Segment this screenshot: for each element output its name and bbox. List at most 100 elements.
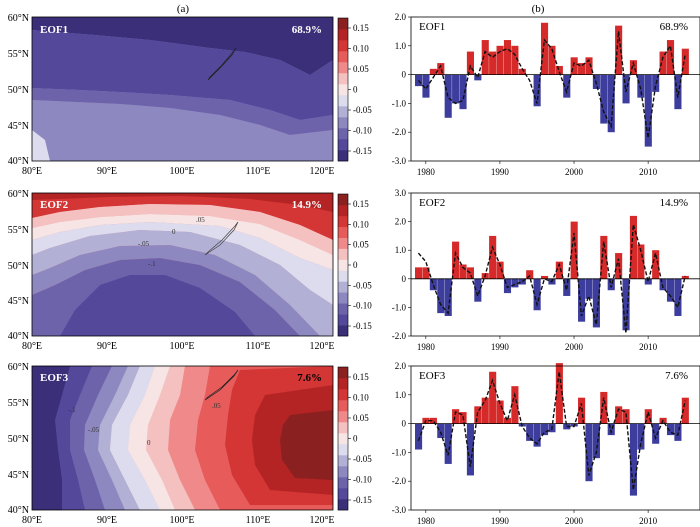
map-eof2-annotation: 14.9% bbox=[292, 199, 322, 211]
colorbar-swatch bbox=[338, 18, 348, 30]
bar bbox=[503, 40, 512, 75]
lat-tick: 45°N bbox=[8, 296, 29, 307]
bar bbox=[563, 74, 571, 98]
series-line bbox=[417, 224, 686, 334]
y-tick-label: -3.0 bbox=[392, 505, 407, 515]
bar bbox=[585, 278, 593, 299]
bar bbox=[452, 74, 460, 104]
bar bbox=[637, 244, 645, 279]
bar bbox=[592, 278, 600, 328]
colorbar-swatch bbox=[338, 281, 348, 293]
map-eof3-title: EOF3 bbox=[40, 372, 69, 384]
colorbar-tick-label: 0.15 bbox=[353, 23, 369, 33]
bar bbox=[481, 40, 489, 75]
bar bbox=[459, 74, 467, 110]
map-eof1-annotation: 68.9% bbox=[292, 24, 322, 36]
map-eof1-lon-ticks: 80°E 90°E 100°E 110°E 120°E bbox=[22, 166, 335, 177]
bar bbox=[429, 417, 437, 424]
bar bbox=[444, 423, 452, 464]
lat-tick: 55°N bbox=[8, 49, 29, 60]
colorbar-swatch bbox=[338, 400, 348, 412]
contour-label: -.05 bbox=[138, 240, 150, 248]
lat-tick: 40°N bbox=[8, 331, 29, 342]
colorbar-swatch bbox=[338, 389, 348, 401]
bar bbox=[659, 51, 667, 75]
bar bbox=[607, 423, 615, 436]
bar bbox=[459, 264, 467, 279]
bar bbox=[629, 423, 638, 496]
colorbar-swatch bbox=[338, 117, 348, 129]
colorbar-swatch bbox=[338, 325, 348, 337]
lat-tick: 45°N bbox=[8, 121, 29, 132]
colorbar-swatch bbox=[338, 292, 348, 304]
bar bbox=[555, 261, 563, 279]
bar bbox=[518, 68, 526, 75]
bar bbox=[540, 423, 549, 436]
lat-tick: 45°N bbox=[8, 470, 29, 481]
lon-tick: 120°E bbox=[309, 515, 334, 526]
bar bbox=[652, 423, 660, 444]
plot-frame bbox=[410, 16, 700, 162]
map-eof2-title: EOF2 bbox=[40, 199, 69, 211]
bar bbox=[644, 278, 652, 285]
lon-tick: 100°E bbox=[169, 341, 194, 352]
colorbar-tick-label: 0.05 bbox=[353, 413, 369, 423]
colorbar-tick-label: 0.10 bbox=[353, 44, 369, 54]
series-line bbox=[417, 31, 686, 139]
bar bbox=[644, 74, 652, 147]
lat-tick: 60°N bbox=[8, 189, 29, 200]
lon-tick: 80°E bbox=[22, 515, 42, 526]
y-tick-label: 2.0 bbox=[395, 12, 407, 22]
bar bbox=[474, 278, 482, 302]
y-tick-label: -3.0 bbox=[392, 156, 407, 166]
map-eof3-annotation: 7.6% bbox=[297, 372, 322, 384]
colorbar-tick-label: -0.05 bbox=[353, 105, 372, 115]
bar bbox=[496, 261, 504, 279]
map-eof3: EOF3 7.6% 0 -.05 .05 -.1 60°N 55°N 50°N … bbox=[8, 362, 335, 526]
colorbar-tick-label: -0.10 bbox=[353, 301, 372, 311]
lat-tick: 50°N bbox=[8, 434, 29, 445]
map-eof3-lon-ticks: 80°E 90°E 100°E 110°E 120°E bbox=[22, 515, 335, 526]
lon-tick: 90°E bbox=[97, 341, 117, 352]
contour-label: -.1 bbox=[68, 406, 76, 414]
bar bbox=[437, 278, 445, 314]
bar bbox=[503, 417, 512, 424]
colorbar-tick-label: -0.05 bbox=[353, 454, 372, 464]
bar bbox=[578, 63, 586, 75]
series-line bbox=[417, 371, 686, 490]
bar bbox=[622, 278, 630, 331]
lon-tick: 100°E bbox=[169, 166, 194, 177]
eof2-chart: 3.0 2.0 1.0 0 -1.0 -2.0 1980 1990 2000 2010 EOF2 14… bbox=[392, 188, 700, 352]
colorbar-tick-label: 0 bbox=[353, 85, 358, 95]
bar bbox=[511, 45, 519, 75]
contour-label: .05 bbox=[196, 216, 205, 224]
bar bbox=[415, 423, 423, 450]
bar bbox=[452, 409, 460, 424]
chart-annotation: 14.9% bbox=[660, 197, 688, 209]
colorbar-swatch bbox=[338, 433, 348, 445]
bar bbox=[533, 74, 541, 107]
bar bbox=[607, 278, 615, 291]
colorbar-swatch bbox=[338, 204, 348, 217]
bar bbox=[415, 267, 423, 279]
bar bbox=[489, 371, 497, 424]
colorbar-swatch bbox=[338, 237, 348, 249]
lon-tick: 80°E bbox=[22, 341, 42, 352]
lat-tick: 55°N bbox=[8, 398, 29, 409]
colorbar-swatch bbox=[338, 248, 348, 260]
colorbar-swatch bbox=[338, 139, 348, 151]
y-tick-label: 0 bbox=[402, 70, 407, 80]
x-tick-label: 2010 bbox=[639, 516, 658, 526]
lon-tick: 120°E bbox=[309, 341, 334, 352]
y-tick-label: 2.0 bbox=[395, 361, 407, 371]
bar bbox=[548, 45, 556, 75]
bar bbox=[422, 74, 430, 98]
map-eof1-lat-ticks: 60°N 55°N 50°N 45°N 40°N bbox=[8, 13, 29, 167]
colorbar-swatch bbox=[338, 194, 348, 206]
colorbar-swatch bbox=[338, 95, 348, 107]
bar bbox=[607, 74, 615, 133]
colorbar-tick-label: 0.15 bbox=[353, 199, 369, 209]
bar bbox=[444, 278, 452, 316]
lon-tick: 110°E bbox=[246, 515, 271, 526]
map-eof2-lat-ticks: 60°N 55°N 50°N 45°N 40°N bbox=[8, 189, 29, 342]
